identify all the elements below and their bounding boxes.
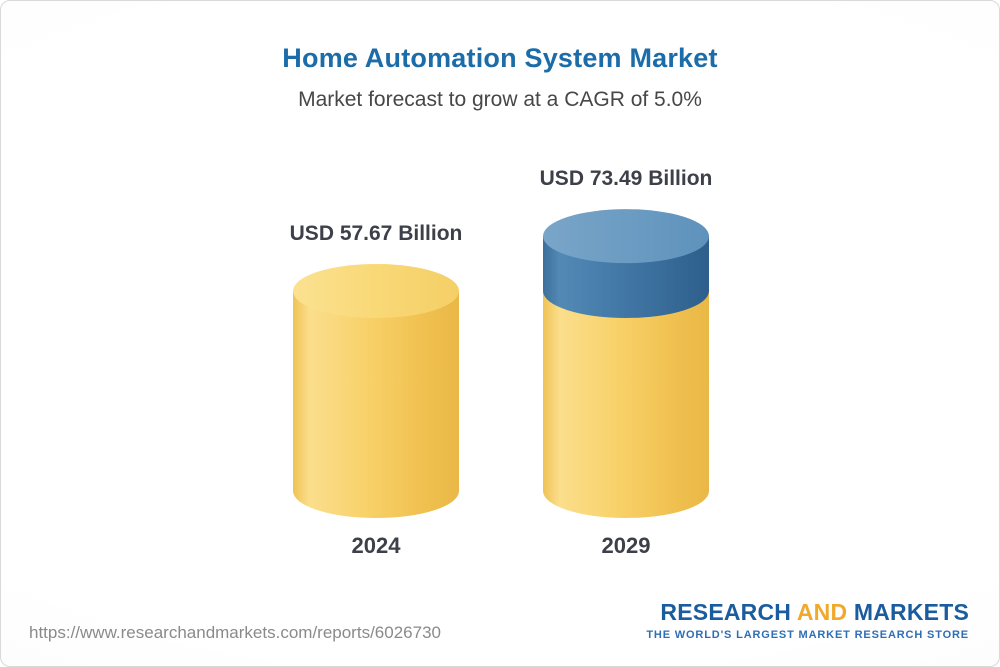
logo-word-and: AND xyxy=(796,599,848,625)
logo-wordmark: RESEARCH AND MARKETS xyxy=(646,599,969,626)
chart-subtitle: Market forecast to grow at a CAGR of 5.0… xyxy=(298,88,702,111)
chart-title: Home Automation System Market xyxy=(282,43,718,73)
logo-tagline: THE WORLD'S LARGEST MARKET RESEARCH STOR… xyxy=(646,629,969,641)
category-label: 2024 xyxy=(351,533,401,558)
value-label: USD 73.49 Billion xyxy=(539,167,713,191)
category-label: 2029 xyxy=(601,533,651,558)
cylinder-bar-2029 xyxy=(543,209,709,518)
logo-word-markets: MARKETS xyxy=(853,599,969,625)
value-label: USD 57.67 Billion xyxy=(289,222,463,245)
cylinder-chart-canvas xyxy=(293,209,709,518)
report-url: https://www.researchandmarkets.com/repor… xyxy=(29,623,441,642)
researchandmarkets-logo: RESEARCH AND MARKETS THE WORLD'S LARGEST… xyxy=(646,599,969,641)
cylinder-bar-2024 xyxy=(293,264,459,518)
logo-word-research: RESEARCH xyxy=(660,599,792,625)
